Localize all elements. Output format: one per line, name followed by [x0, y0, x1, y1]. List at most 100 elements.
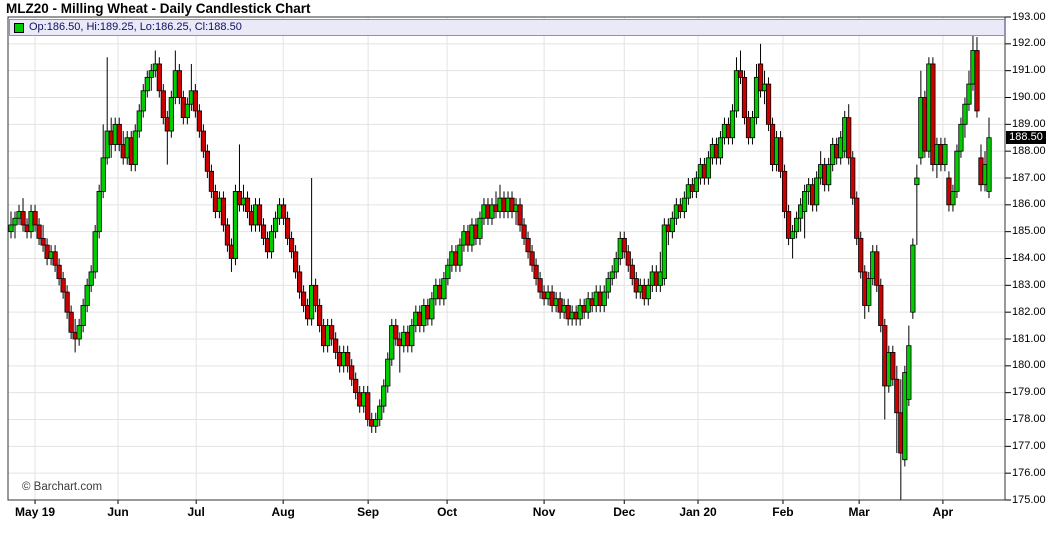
- candle: [814, 171, 820, 212]
- candle: [300, 285, 307, 313]
- candle: [757, 43, 764, 98]
- candle: [60, 271, 66, 299]
- watermark: © Barchart.com: [22, 481, 103, 493]
- candle: [140, 84, 146, 118]
- candle: [8, 211, 14, 239]
- candle: [878, 278, 884, 333]
- candle: [168, 90, 174, 138]
- candle: [749, 110, 756, 145]
- candle: [52, 245, 58, 272]
- x-axis-label: Feb: [772, 505, 794, 519]
- x-axis-label: Oct: [437, 505, 458, 519]
- candle: [890, 345, 896, 386]
- candle: [144, 70, 150, 98]
- candle: [280, 198, 287, 225]
- candle: [373, 412, 379, 433]
- legend-ohlc-text: Op:186.50, Hi:189.25, Lo:186.25, Cl:188.…: [29, 21, 242, 33]
- candle: [962, 97, 968, 138]
- candle: [477, 211, 483, 246]
- candle: [377, 399, 383, 427]
- candle: [116, 117, 122, 152]
- candle: [605, 271, 611, 299]
- candle: [826, 157, 832, 192]
- candle: [32, 204, 38, 232]
- candle: [80, 298, 86, 333]
- candle: [661, 218, 667, 286]
- y-axis-label: 185.00: [1012, 225, 1046, 238]
- candle: [737, 50, 744, 85]
- candle: [288, 231, 295, 259]
- candle: [385, 352, 391, 393]
- candle: [184, 97, 190, 125]
- candle: [381, 379, 387, 413]
- x-axis-label: May 19: [15, 505, 56, 519]
- candle: [88, 265, 94, 293]
- y-axis-label: 188.00: [1012, 144, 1046, 157]
- x-axis-label: Apr: [932, 505, 954, 519]
- candle: [160, 84, 166, 125]
- x-axis-label: Jul: [187, 505, 205, 519]
- candle: [741, 70, 748, 125]
- x-axis-label: Nov: [532, 505, 556, 519]
- candle: [966, 70, 972, 111]
- plot-border: [7, 16, 1006, 501]
- candle: [156, 57, 162, 98]
- candle: [894, 365, 900, 454]
- y-axis-label: 189.00: [1012, 117, 1046, 130]
- candle: [521, 218, 527, 246]
- candle: [284, 211, 291, 246]
- y-axis-label: 184.00: [1012, 252, 1046, 264]
- candle: [645, 278, 651, 306]
- candle: [349, 359, 355, 386]
- candle: [192, 84, 198, 118]
- candle: [333, 332, 339, 360]
- candle: [517, 198, 523, 232]
- candle: [136, 104, 142, 138]
- candle: [906, 325, 912, 407]
- candle: [68, 305, 74, 339]
- candle: [802, 184, 808, 239]
- candle: [950, 184, 956, 212]
- candle: [429, 292, 435, 326]
- candle: [958, 117, 964, 158]
- candle: [296, 265, 303, 299]
- candle: [12, 211, 18, 239]
- candle: [533, 258, 539, 286]
- candle: [329, 318, 335, 346]
- candle: [846, 104, 852, 165]
- candle: [409, 318, 415, 353]
- legend-swatch-icon: [14, 22, 24, 33]
- candle: [850, 151, 856, 205]
- candle: [232, 184, 239, 266]
- candle: [92, 224, 98, 279]
- y-axis-label: 180.00: [1012, 359, 1046, 372]
- candle: [200, 124, 206, 158]
- candle: [220, 191, 227, 232]
- candle: [858, 231, 864, 279]
- candle: [40, 224, 46, 252]
- candle: [256, 198, 263, 232]
- candle: [629, 258, 635, 286]
- candle: [132, 124, 138, 172]
- candle: [96, 184, 102, 239]
- y-axis-label: 177.00: [1012, 439, 1046, 452]
- x-axis-label: Mar: [848, 505, 870, 519]
- candle: [954, 144, 960, 199]
- y-axis-label: 183.00: [1012, 278, 1046, 291]
- candle: [317, 298, 323, 333]
- candle: [669, 211, 675, 239]
- candle: [942, 137, 948, 172]
- candle: [457, 238, 463, 272]
- candle: [313, 278, 319, 313]
- candle: [244, 191, 251, 219]
- candle: [345, 345, 351, 373]
- y-axis-label: 191.00: [1012, 64, 1046, 77]
- y-axis-label: 179.00: [1012, 386, 1046, 399]
- x-axis-label: Jun: [107, 505, 129, 519]
- candle: [902, 365, 908, 467]
- chart-title: MLZ20 - Milling Wheat - Daily Candlestic…: [6, 1, 311, 16]
- candle: [76, 318, 82, 346]
- candle: [777, 131, 784, 178]
